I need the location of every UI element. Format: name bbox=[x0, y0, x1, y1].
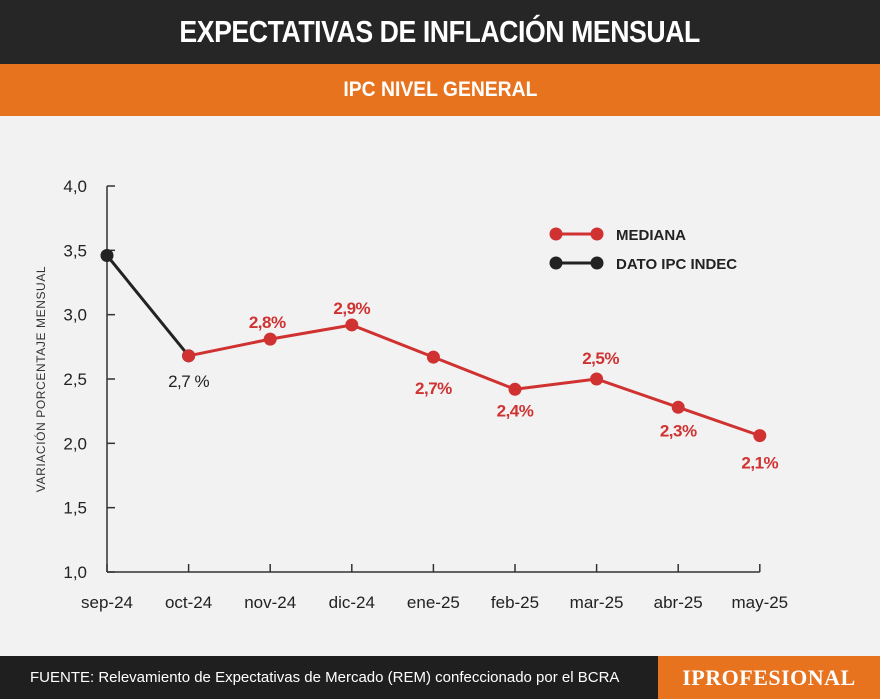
data-point bbox=[345, 318, 359, 332]
data-point bbox=[753, 429, 767, 443]
chart-area: VARIACIÓN PORCENTAJE MENSUAL 4,0 3,5 3,0 2,… bbox=[0, 116, 880, 656]
chart-header: EXPECTATIVAS DE INFLACIÓN MENSUAL bbox=[0, 0, 880, 64]
x-tick-label: sep-24 bbox=[81, 593, 133, 612]
y-tick-label: 3,5 bbox=[63, 241, 87, 260]
data-label: 2,4% bbox=[497, 401, 534, 420]
series-points bbox=[100, 248, 767, 443]
y-tick-label: 3,0 bbox=[63, 306, 87, 325]
data-point bbox=[182, 349, 196, 363]
y-tick-label: 4,0 bbox=[63, 177, 87, 196]
x-tick-label: oct-24 bbox=[165, 593, 212, 612]
series-line bbox=[188, 323, 761, 438]
legend-swatch-point bbox=[549, 256, 563, 270]
chart-title: EXPECTATIVAS DE INFLACIÓN MENSUAL bbox=[179, 14, 701, 49]
data-label: 2,3% bbox=[660, 421, 697, 440]
data-label: 2,7% bbox=[415, 379, 452, 398]
x-tick-label: may-25 bbox=[731, 593, 788, 612]
data-label: 2,5% bbox=[582, 349, 619, 368]
legend-label: MEDIANA bbox=[616, 227, 686, 244]
data-labels: 2,7 % 2,8% 2,9% 2,7% 2,4% 2,5% 2,3% 2,1% bbox=[168, 299, 779, 473]
legend-swatch-point bbox=[549, 227, 563, 241]
footer: FUENTE: Relevamiento de Expectativas de … bbox=[0, 656, 880, 699]
chart-subheader: IPC NIVEL GENERAL bbox=[0, 64, 880, 116]
data-label: 2,8% bbox=[249, 313, 286, 332]
y-tick-label: 2,5 bbox=[63, 370, 87, 389]
y-tick-label: 2,0 bbox=[63, 434, 87, 453]
series-line bbox=[105, 254, 190, 357]
data-point bbox=[590, 372, 604, 386]
y-axis-label: VARIACIÓN PORCENTAJE MENSUAL bbox=[33, 266, 48, 492]
brand-logo: IPROFESIONAL bbox=[658, 656, 880, 699]
data-label: 2,9% bbox=[333, 299, 370, 318]
legend: MEDIANA DATO IPC INDEC bbox=[549, 227, 737, 273]
chart-subtitle: IPC NIVEL GENERAL bbox=[343, 78, 537, 101]
legend-label: DATO IPC INDEC bbox=[616, 256, 737, 273]
y-tick-label: 1,0 bbox=[63, 563, 87, 582]
x-ticks: sep-24 oct-24 nov-24 dic-24 ene-25 feb-25 mar-… bbox=[81, 564, 788, 612]
x-tick-label: nov-24 bbox=[244, 593, 296, 612]
y-tick-label: 1,5 bbox=[63, 499, 87, 518]
source-note: FUENTE: Relevamiento de Expectativas de … bbox=[30, 669, 620, 686]
data-point bbox=[671, 400, 685, 414]
legend-swatch-point bbox=[590, 256, 604, 270]
data-point bbox=[508, 382, 522, 396]
x-tick-label: feb-25 bbox=[491, 593, 539, 612]
y-ticks: 4,0 3,5 3,0 2,5 2,0 1,5 1,0 bbox=[63, 177, 115, 582]
data-label: 2,7 % bbox=[168, 372, 209, 391]
data-label: 2,1% bbox=[741, 454, 778, 473]
data-point bbox=[263, 332, 277, 346]
legend-swatch-point bbox=[590, 227, 604, 241]
data-point bbox=[426, 350, 440, 364]
series-lines bbox=[105, 254, 761, 438]
x-tick-label: mar-25 bbox=[570, 593, 624, 612]
x-tick-label: dic-24 bbox=[329, 593, 375, 612]
x-tick-label: abr-25 bbox=[654, 593, 703, 612]
x-tick-label: ene-25 bbox=[407, 593, 460, 612]
data-point bbox=[100, 248, 114, 262]
line-chart: VARIACIÓN PORCENTAJE MENSUAL 4,0 3,5 3,0 2,… bbox=[33, 177, 788, 612]
